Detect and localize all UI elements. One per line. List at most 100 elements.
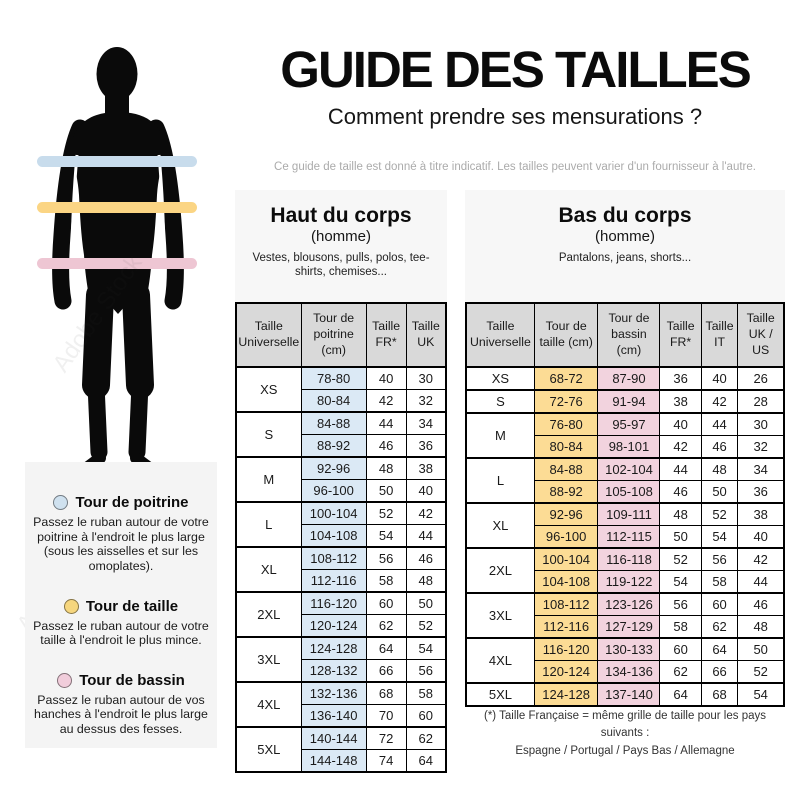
value-cell: 66 <box>365 659 407 683</box>
measurement-cell: 128-132 <box>300 659 367 683</box>
measurement-cell: 130-133 <box>597 637 661 661</box>
value-cell: 50 <box>659 525 702 549</box>
value-cell: 46 <box>365 434 407 458</box>
measurement-cell: 112-115 <box>597 525 661 549</box>
table-row: XS 68-72 87-90 36 40 26 <box>465 366 785 391</box>
value-cell: 64 <box>700 637 739 661</box>
legend-description: Passez le ruban autour de votre taille à… <box>33 618 209 648</box>
page-title: GUIDE DES TAILLES <box>280 41 751 98</box>
value-cell: 60 <box>365 591 407 615</box>
disclaimer-text: Ce guide de taille est donné à titre ind… <box>274 161 756 173</box>
measurement-cell: 112-116 <box>300 569 367 593</box>
value-cell: 54 <box>365 524 407 548</box>
silhouette-neck <box>105 90 129 116</box>
value-cell: 36 <box>659 366 702 391</box>
measurement-cell: 108-112 <box>300 546 367 570</box>
table-row: 5XL 124-128 137-140 64 68 54 <box>465 682 785 707</box>
value-cell: 42 <box>700 389 739 414</box>
value-cell: 52 <box>659 547 702 571</box>
value-cell: 62 <box>700 615 739 639</box>
waist-color-dot <box>63 598 79 614</box>
measurement-cell: 68-72 <box>533 366 599 391</box>
table-row: 112-116 58 48 <box>236 569 447 593</box>
table-row: 136-140 70 60 <box>236 704 447 728</box>
measurement-cell: 144-148 <box>300 749 367 773</box>
size-cell: 2XL <box>465 547 535 594</box>
value-cell: 30 <box>737 412 785 436</box>
column-header: Taille Universelle <box>465 302 535 368</box>
size-cell: L <box>465 457 535 504</box>
value-cell: 50 <box>700 480 739 504</box>
measurement-cell: 96-100 <box>533 525 599 549</box>
table-row: M 76-80 95-97 40 44 30 <box>465 412 785 459</box>
measurement-cell: 120-124 <box>533 660 599 684</box>
value-cell: 38 <box>737 502 785 526</box>
upper-body-section: Haut du corps (homme) Vestes, blousons, … <box>235 190 447 773</box>
table-row: 3XL 108-112 123-126 56 60 46 <box>465 592 785 639</box>
measurement-cell: 100-104 <box>533 547 599 571</box>
figure-area: Adobe Stock Adobe Stock <box>0 0 236 637</box>
table-row: 96-100 112-115 50 54 40 <box>466 525 785 549</box>
column-header: Taille UK <box>405 302 447 368</box>
measurement-cell: 112-116 <box>533 615 599 639</box>
table-row: M 92-96 48 38 <box>235 456 447 503</box>
table-row: XS 78-80 40 30 <box>235 366 447 413</box>
value-cell: 42 <box>659 435 702 459</box>
value-cell: 38 <box>659 389 702 414</box>
measurement-cell: 108-112 <box>533 592 599 616</box>
measurement-cell: 116-120 <box>300 591 367 615</box>
value-cell: 44 <box>365 411 407 435</box>
value-cell: 62 <box>659 660 702 684</box>
table-row: 88-92 105-108 46 50 36 <box>466 480 785 504</box>
legend-item-chest: Tour de poitrine Passez le ruban autour … <box>25 494 217 574</box>
table-row: 144-148 74 64 <box>236 749 447 773</box>
measurement-cell: 80-84 <box>300 389 367 413</box>
measurement-cell: 80-84 <box>533 435 599 459</box>
table-row: L 84-88 102-104 44 48 34 <box>465 457 785 504</box>
measurement-cell: 104-108 <box>533 570 599 594</box>
silhouette-left-thigh <box>82 281 114 399</box>
value-cell: 46 <box>659 480 702 504</box>
size-cell: 5XL <box>465 682 535 707</box>
measurement-cell: 116-118 <box>597 547 661 571</box>
size-cell: 3XL <box>465 592 535 639</box>
column-header: Taille FR* <box>365 302 407 368</box>
size-cell: XL <box>235 546 302 593</box>
table-row: S 84-88 44 34 <box>235 411 447 458</box>
size-cell: 5XL <box>235 726 302 773</box>
value-cell: 52 <box>737 660 785 684</box>
legend-description: Passez le ruban autour de vos hanches à … <box>34 692 208 736</box>
table-row: 2XL 116-120 60 50 <box>235 591 447 638</box>
table-row: L 100-104 52 42 <box>235 501 447 548</box>
lower-body-size-table: Taille Universelle Tour de taille (cm) Tou… <box>465 302 785 707</box>
value-cell: 28 <box>737 389 785 414</box>
value-cell: 46 <box>405 546 447 570</box>
value-cell: 48 <box>405 569 447 593</box>
upper-body-size-table: Taille Universelle Tour de poitrine (cm) T… <box>235 302 447 773</box>
size-cell: L <box>235 501 302 548</box>
value-cell: 60 <box>700 592 739 616</box>
value-cell: 42 <box>365 389 407 413</box>
value-cell: 26 <box>737 366 785 391</box>
value-cell: 48 <box>700 457 739 481</box>
value-cell: 54 <box>700 525 739 549</box>
value-cell: 58 <box>365 569 407 593</box>
column-header: Taille FR* <box>659 302 702 368</box>
legend-title: Tour de bassin <box>79 671 185 689</box>
table-row: 2XL 100-104 116-118 52 56 42 <box>465 547 785 594</box>
page-subtitle: Comment prendre ses mensurations ? <box>327 104 703 130</box>
value-cell: 54 <box>659 570 702 594</box>
value-cell: 68 <box>700 682 739 707</box>
column-header: Taille IT <box>700 302 739 368</box>
measurement-cell: 127-129 <box>597 615 661 639</box>
value-cell: 44 <box>737 570 785 594</box>
measurement-cell: 100-104 <box>300 501 367 525</box>
section-garments: Pantalons, jeans, shorts... <box>558 252 692 264</box>
value-cell: 52 <box>700 502 739 526</box>
table-row: 4XL 116-120 130-133 60 64 50 <box>465 637 785 684</box>
measurement-cell: 134-136 <box>597 660 661 684</box>
section-title: Haut du corps <box>270 204 412 227</box>
male-silhouette <box>37 47 197 476</box>
value-cell: 40 <box>365 366 407 390</box>
value-cell: 52 <box>365 501 407 525</box>
